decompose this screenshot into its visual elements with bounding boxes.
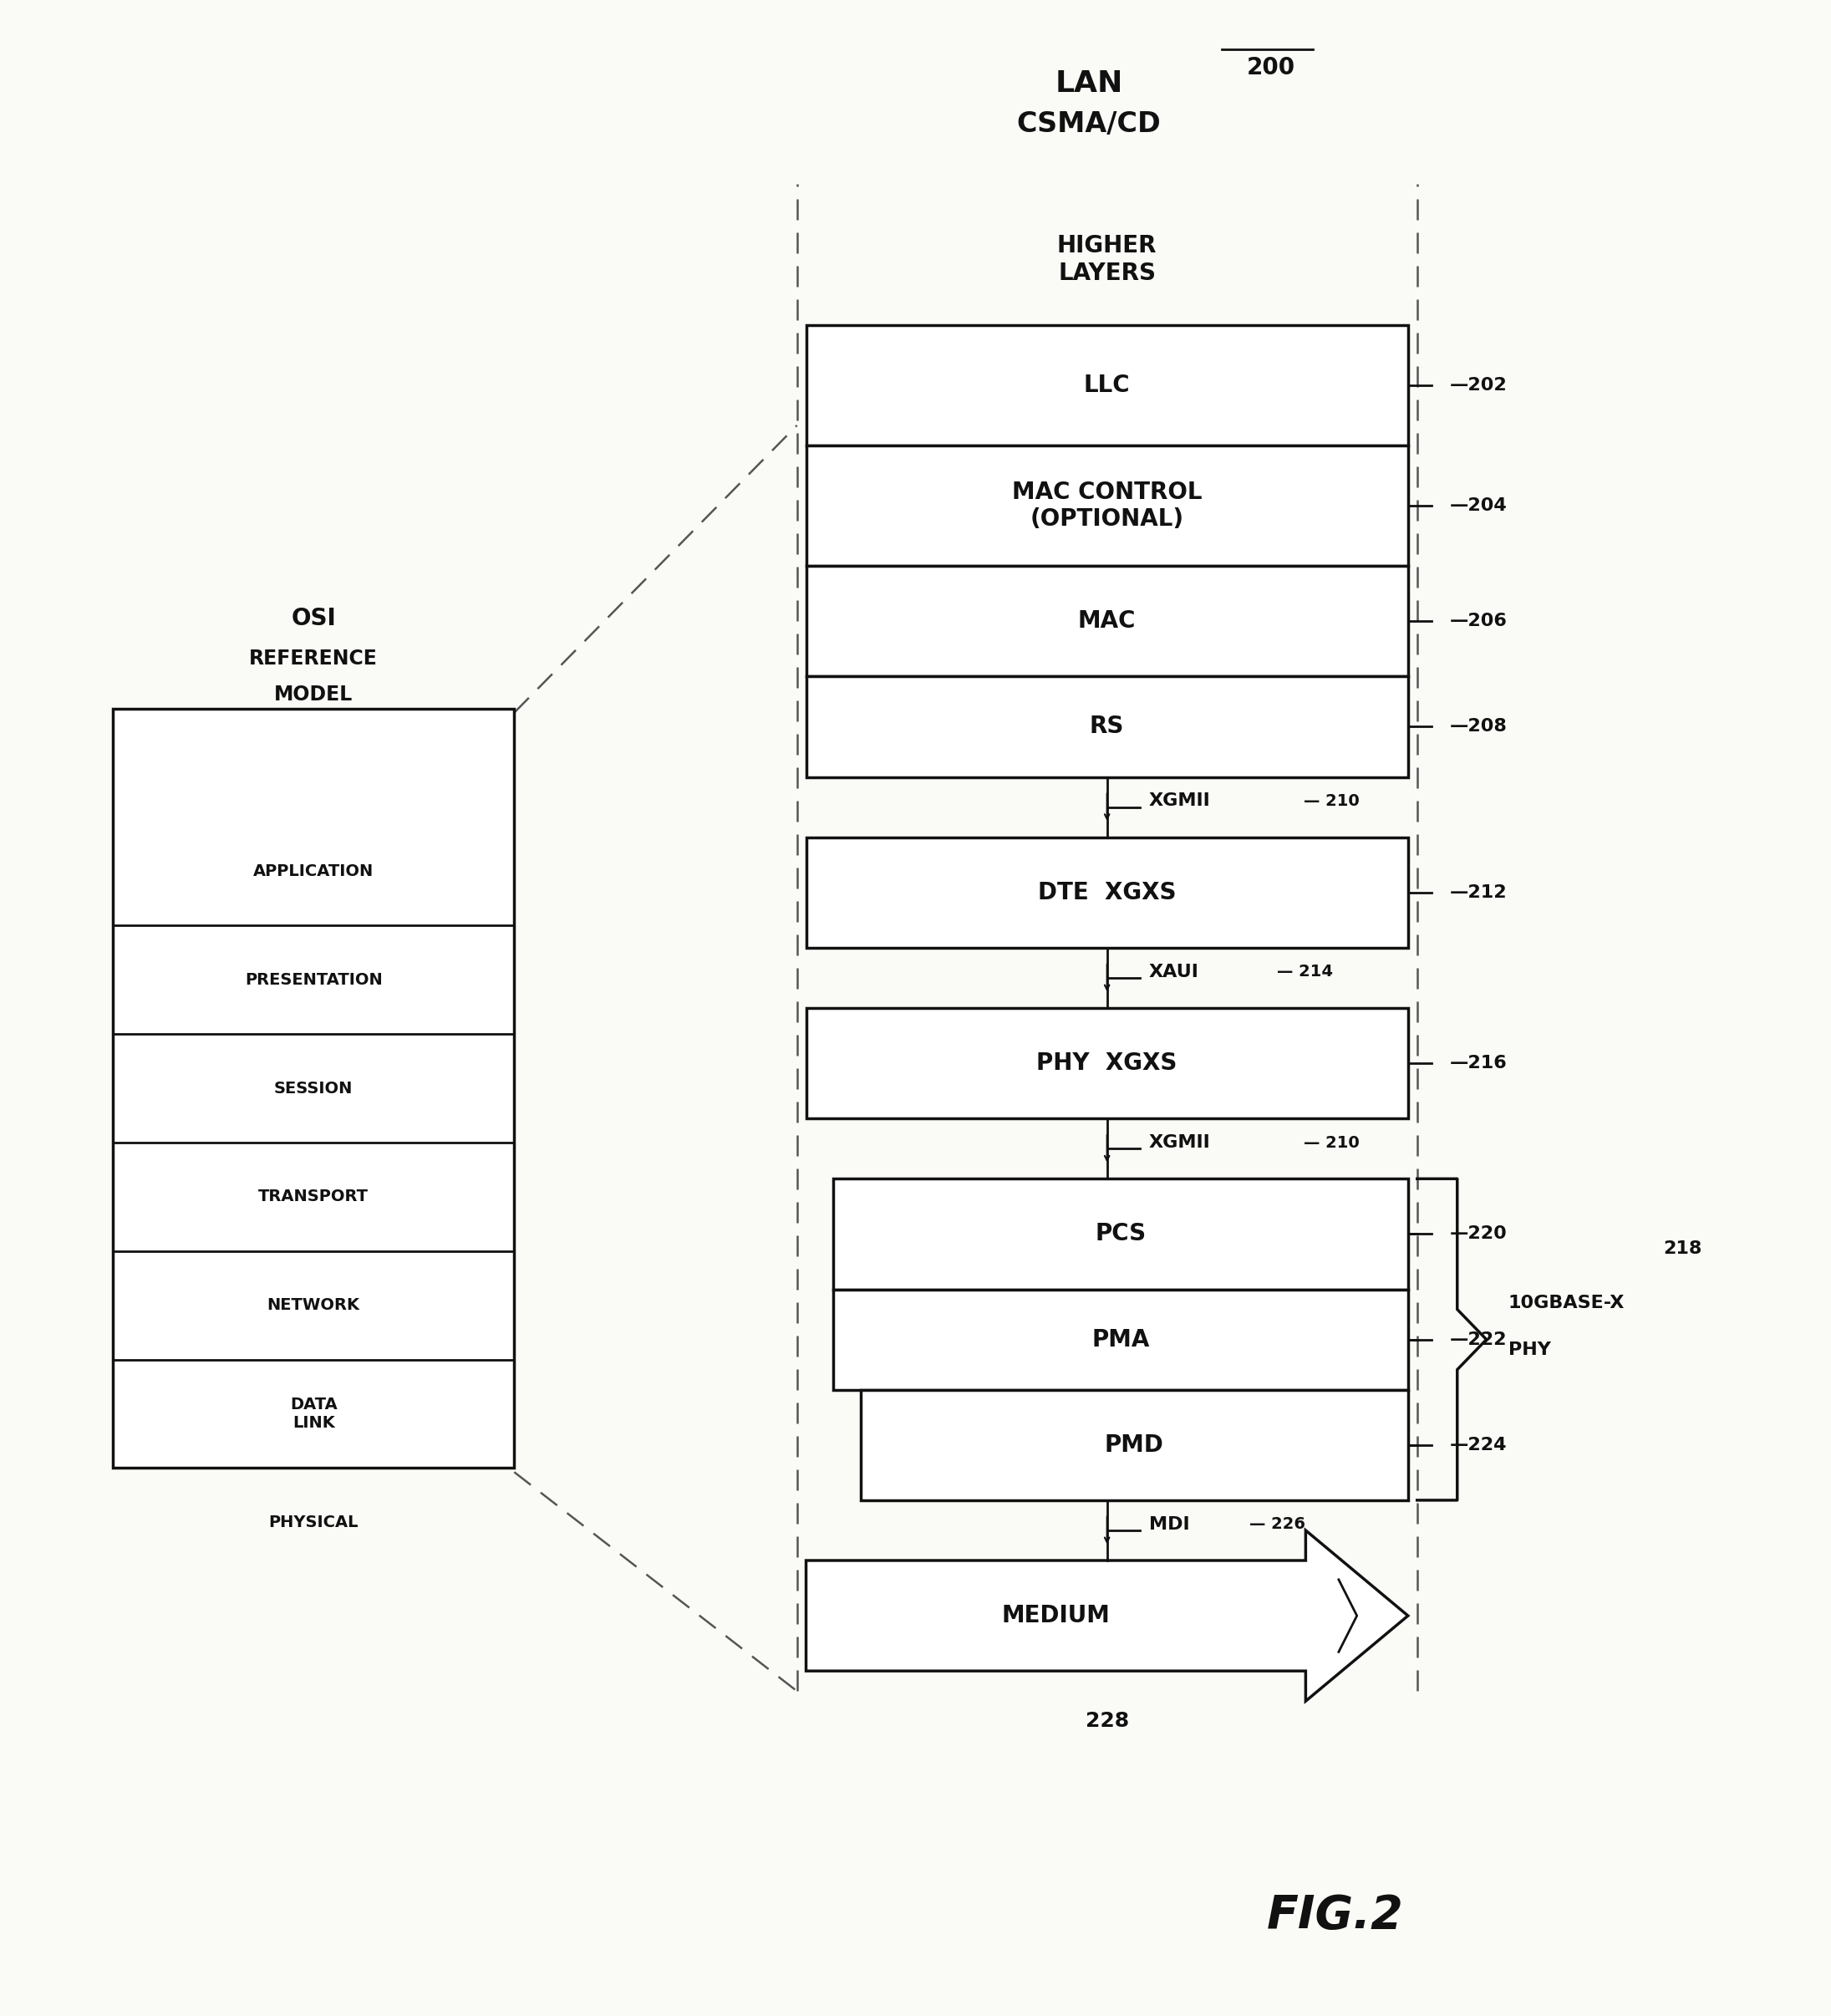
Text: DTE  XGXS: DTE XGXS — [1038, 881, 1176, 905]
Bar — [806, 325, 1408, 446]
Polygon shape — [806, 1530, 1408, 1702]
Text: NETWORK: NETWORK — [267, 1298, 361, 1312]
Text: PHY  XGXS: PHY XGXS — [1036, 1052, 1177, 1075]
Bar — [806, 566, 1408, 677]
Text: —224: —224 — [1450, 1437, 1507, 1454]
Text: 228: 228 — [1086, 1712, 1128, 1732]
Bar — [833, 1290, 1408, 1389]
Bar — [806, 677, 1408, 776]
Text: XGMII: XGMII — [1150, 1135, 1210, 1151]
Bar — [806, 1008, 1408, 1119]
Text: SESSION: SESSION — [275, 1081, 353, 1097]
Text: MAC: MAC — [1078, 609, 1135, 633]
Text: REFERENCE: REFERENCE — [249, 649, 377, 669]
Text: 218: 218 — [1663, 1240, 1703, 1258]
Text: XAUI: XAUI — [1150, 964, 1199, 980]
Text: PCS: PCS — [1095, 1222, 1146, 1246]
Bar — [806, 446, 1408, 566]
Text: RS: RS — [1089, 716, 1124, 738]
Text: —206: —206 — [1450, 613, 1507, 629]
Text: APPLICATION: APPLICATION — [253, 863, 374, 879]
Bar — [114, 710, 515, 1468]
Text: 200: 200 — [1247, 56, 1296, 79]
Text: TRANSPORT: TRANSPORT — [258, 1189, 368, 1206]
Text: MODEL: MODEL — [275, 685, 353, 706]
Text: —202: —202 — [1450, 377, 1507, 393]
Text: OSI: OSI — [291, 607, 337, 629]
Text: PMA: PMA — [1091, 1329, 1150, 1351]
Text: —204: —204 — [1450, 498, 1507, 514]
Text: PHY: PHY — [1509, 1341, 1551, 1359]
Text: —212: —212 — [1450, 885, 1507, 901]
Text: FIG.2: FIG.2 — [1267, 1893, 1403, 1939]
Text: — 210: — 210 — [1304, 792, 1360, 808]
Text: HIGHER
LAYERS: HIGHER LAYERS — [1056, 234, 1157, 284]
Text: CSMA/CD: CSMA/CD — [1016, 111, 1161, 137]
Bar — [833, 1179, 1408, 1290]
Text: —222: —222 — [1450, 1331, 1507, 1349]
Text: PMD: PMD — [1104, 1433, 1165, 1458]
Text: MAC CONTROL
(OPTIONAL): MAC CONTROL (OPTIONAL) — [1013, 480, 1203, 530]
Text: XGMII: XGMII — [1150, 792, 1210, 810]
Text: — 226: — 226 — [1249, 1516, 1306, 1532]
Text: PHYSICAL: PHYSICAL — [269, 1514, 359, 1530]
Text: —220: —220 — [1450, 1226, 1507, 1242]
Text: MEDIUM: MEDIUM — [1002, 1605, 1110, 1627]
Text: DATA
LINK: DATA LINK — [289, 1397, 337, 1431]
Text: PRESENTATION: PRESENTATION — [245, 972, 383, 988]
Text: — 214: — 214 — [1276, 964, 1333, 980]
Text: —216: —216 — [1450, 1054, 1507, 1073]
Text: MDI: MDI — [1150, 1516, 1190, 1532]
Text: — 210: — 210 — [1304, 1135, 1360, 1151]
Bar — [806, 837, 1408, 948]
Bar — [861, 1389, 1408, 1500]
Text: —208: —208 — [1450, 718, 1507, 736]
Text: 10GBASE-X: 10GBASE-X — [1509, 1294, 1624, 1312]
Text: LLC: LLC — [1084, 373, 1130, 397]
Text: LAN: LAN — [1055, 71, 1122, 99]
